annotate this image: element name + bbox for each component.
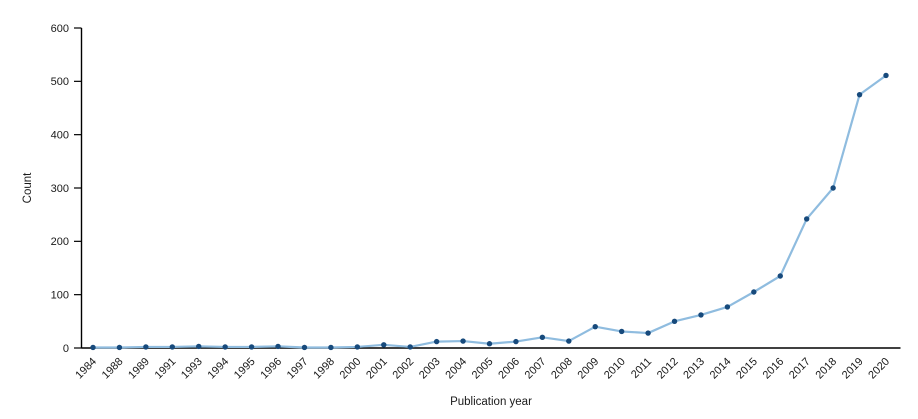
y-axis-title: Count	[22, 172, 34, 203]
y-tick-label: 200	[51, 236, 69, 248]
data-point-marker	[513, 338, 519, 345]
data-point-marker	[486, 341, 493, 347]
x-tick-label: 2005	[470, 356, 496, 382]
data-point-marker	[883, 72, 889, 79]
x-tick-label: 1991	[153, 356, 179, 382]
data-point-marker	[777, 273, 783, 279]
data-point-marker	[566, 338, 572, 344]
data-point-marker	[301, 344, 308, 351]
x-tick-label: 1993	[179, 356, 205, 382]
x-tick-label: 1989	[126, 356, 152, 382]
x-tick-label: 2013	[681, 356, 707, 382]
data-point-marker	[645, 330, 651, 336]
data-point-marker	[618, 328, 625, 335]
data-point-marker	[539, 334, 546, 341]
x-tick-label: 2001	[364, 356, 390, 382]
x-tick-label: 2016	[761, 356, 787, 382]
y-axis: 0 100 200 300 400 500 600	[51, 23, 82, 355]
data-point-marker	[354, 344, 361, 350]
data-point-marker	[724, 304, 731, 310]
x-tick-label: 2002	[391, 356, 417, 382]
data-point-marker	[460, 338, 466, 344]
x-tick-label: 2014	[708, 356, 734, 382]
x-tick-label: 2009	[576, 356, 602, 382]
y-tick-label: 100	[51, 289, 69, 301]
y-tick-label: 300	[51, 183, 69, 195]
data-point-marker	[698, 312, 704, 318]
data-point-marker	[143, 344, 149, 350]
data-point-marker	[116, 344, 123, 351]
x-tick-label: 2004	[443, 356, 469, 382]
x-tick-label: 1996	[258, 356, 284, 382]
x-tick-label: 1997	[285, 356, 311, 382]
data-point-marker	[671, 318, 678, 325]
x-tick-label: 1994	[205, 356, 231, 382]
y-tick-label: 600	[51, 23, 69, 35]
data-point-marker	[592, 323, 598, 330]
x-tick-label: 1984	[73, 356, 99, 382]
data-point-marker	[90, 344, 96, 351]
x-tick-label: 2020	[866, 356, 892, 382]
x-tick-label: 1995	[232, 356, 258, 382]
series-polyline	[91, 74, 888, 349]
data-point-marker	[804, 216, 810, 222]
y-tick-label: 400	[51, 129, 69, 141]
data-point-marker	[222, 344, 228, 350]
x-tick-label: 2003	[417, 356, 443, 382]
x-tick-label: 2018	[813, 356, 839, 382]
data-point-marker	[856, 91, 863, 98]
x-tick-label: 1988	[100, 356, 126, 382]
data-point-marker	[381, 342, 387, 348]
x-axis: 1984 1988 1989 1991 1993 1994 1995 1996 1997 1998…	[73, 356, 892, 382]
x-tick-label: 2006	[496, 356, 522, 382]
data-point-marker	[169, 344, 175, 350]
x-tick-label: 2019	[840, 356, 866, 382]
x-axis-title: Publication year	[450, 396, 532, 408]
data-point-marker	[830, 185, 836, 191]
y-tick-label: 0	[63, 343, 69, 355]
data-point-marker	[275, 343, 281, 350]
data-point-marker	[196, 343, 202, 350]
x-tick-label: 1998	[311, 356, 337, 382]
x-tick-label: 2015	[734, 356, 760, 382]
line-series	[91, 74, 888, 349]
x-tick-label: 2011	[629, 356, 654, 381]
x-tick-label: 2017	[787, 356, 813, 382]
data-point-marker	[328, 344, 334, 351]
x-tick-label: 2000	[338, 356, 364, 382]
x-tick-label: 2010	[602, 356, 628, 382]
data-point-marker	[248, 344, 255, 350]
data-point-marker	[751, 289, 757, 295]
data-point-marker	[433, 338, 440, 345]
x-tick-label: 2007	[523, 356, 549, 382]
y-tick-label: 500	[51, 76, 69, 88]
x-tick-label: 2008	[549, 356, 575, 382]
data-point-marker	[407, 344, 413, 350]
data-point-markers	[90, 72, 889, 351]
x-tick-label: 2012	[655, 356, 681, 382]
